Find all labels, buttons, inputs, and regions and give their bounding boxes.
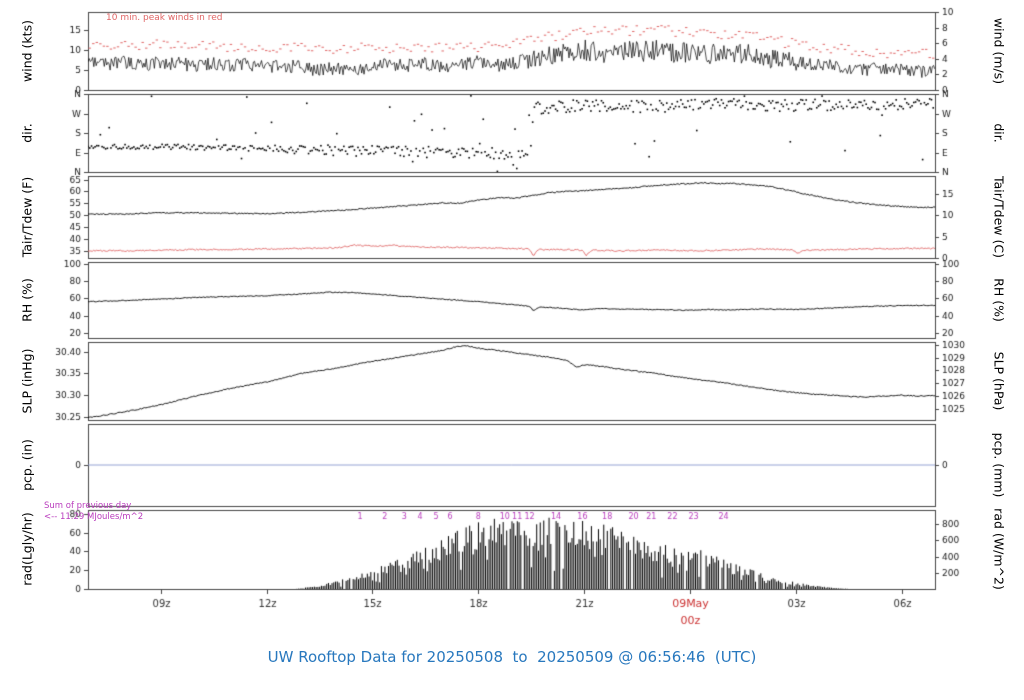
slp-inhg-axis-label: SLP (inHg) <box>19 348 35 414</box>
peak-wind-note: 10 min. peak winds in red <box>106 13 223 23</box>
slp-hpa-axis-label: SLP (hPa) <box>991 351 1007 411</box>
tair-tdew-c-axis-label: Tair/Tdew (C) <box>991 176 1007 258</box>
radiation-sum-value: <-- 11.29 MJoules/m^2 <box>44 512 144 522</box>
pcp-mm-axis-label: pcp. (mm) <box>991 432 1007 498</box>
chart-title: UW Rooftop Data for 20250508 to 20250509… <box>267 648 757 666</box>
pcp-in-axis-label: pcp. (in) <box>19 439 35 491</box>
rad-wm2-axis-label: rad (W/m^2) <box>991 508 1007 590</box>
dir-right-axis-label: dir. <box>991 123 1007 143</box>
radiation-sum-label: Sum of previous day <box>44 501 132 511</box>
wind-ms-axis-label: wind (m/s) <box>991 17 1007 85</box>
dir-left-axis-label: dir. <box>19 123 35 143</box>
wind-kts-axis-label: wind (kts) <box>19 20 35 82</box>
rad-lgly-axis-label: rad(Lgly/hr) <box>19 512 35 586</box>
rh-left-axis-label: RH (%) <box>19 278 35 322</box>
tair-tdew-f-axis-label: Tair/Tdew (F) <box>19 176 35 258</box>
rh-right-axis-label: RH (%) <box>991 278 1007 322</box>
